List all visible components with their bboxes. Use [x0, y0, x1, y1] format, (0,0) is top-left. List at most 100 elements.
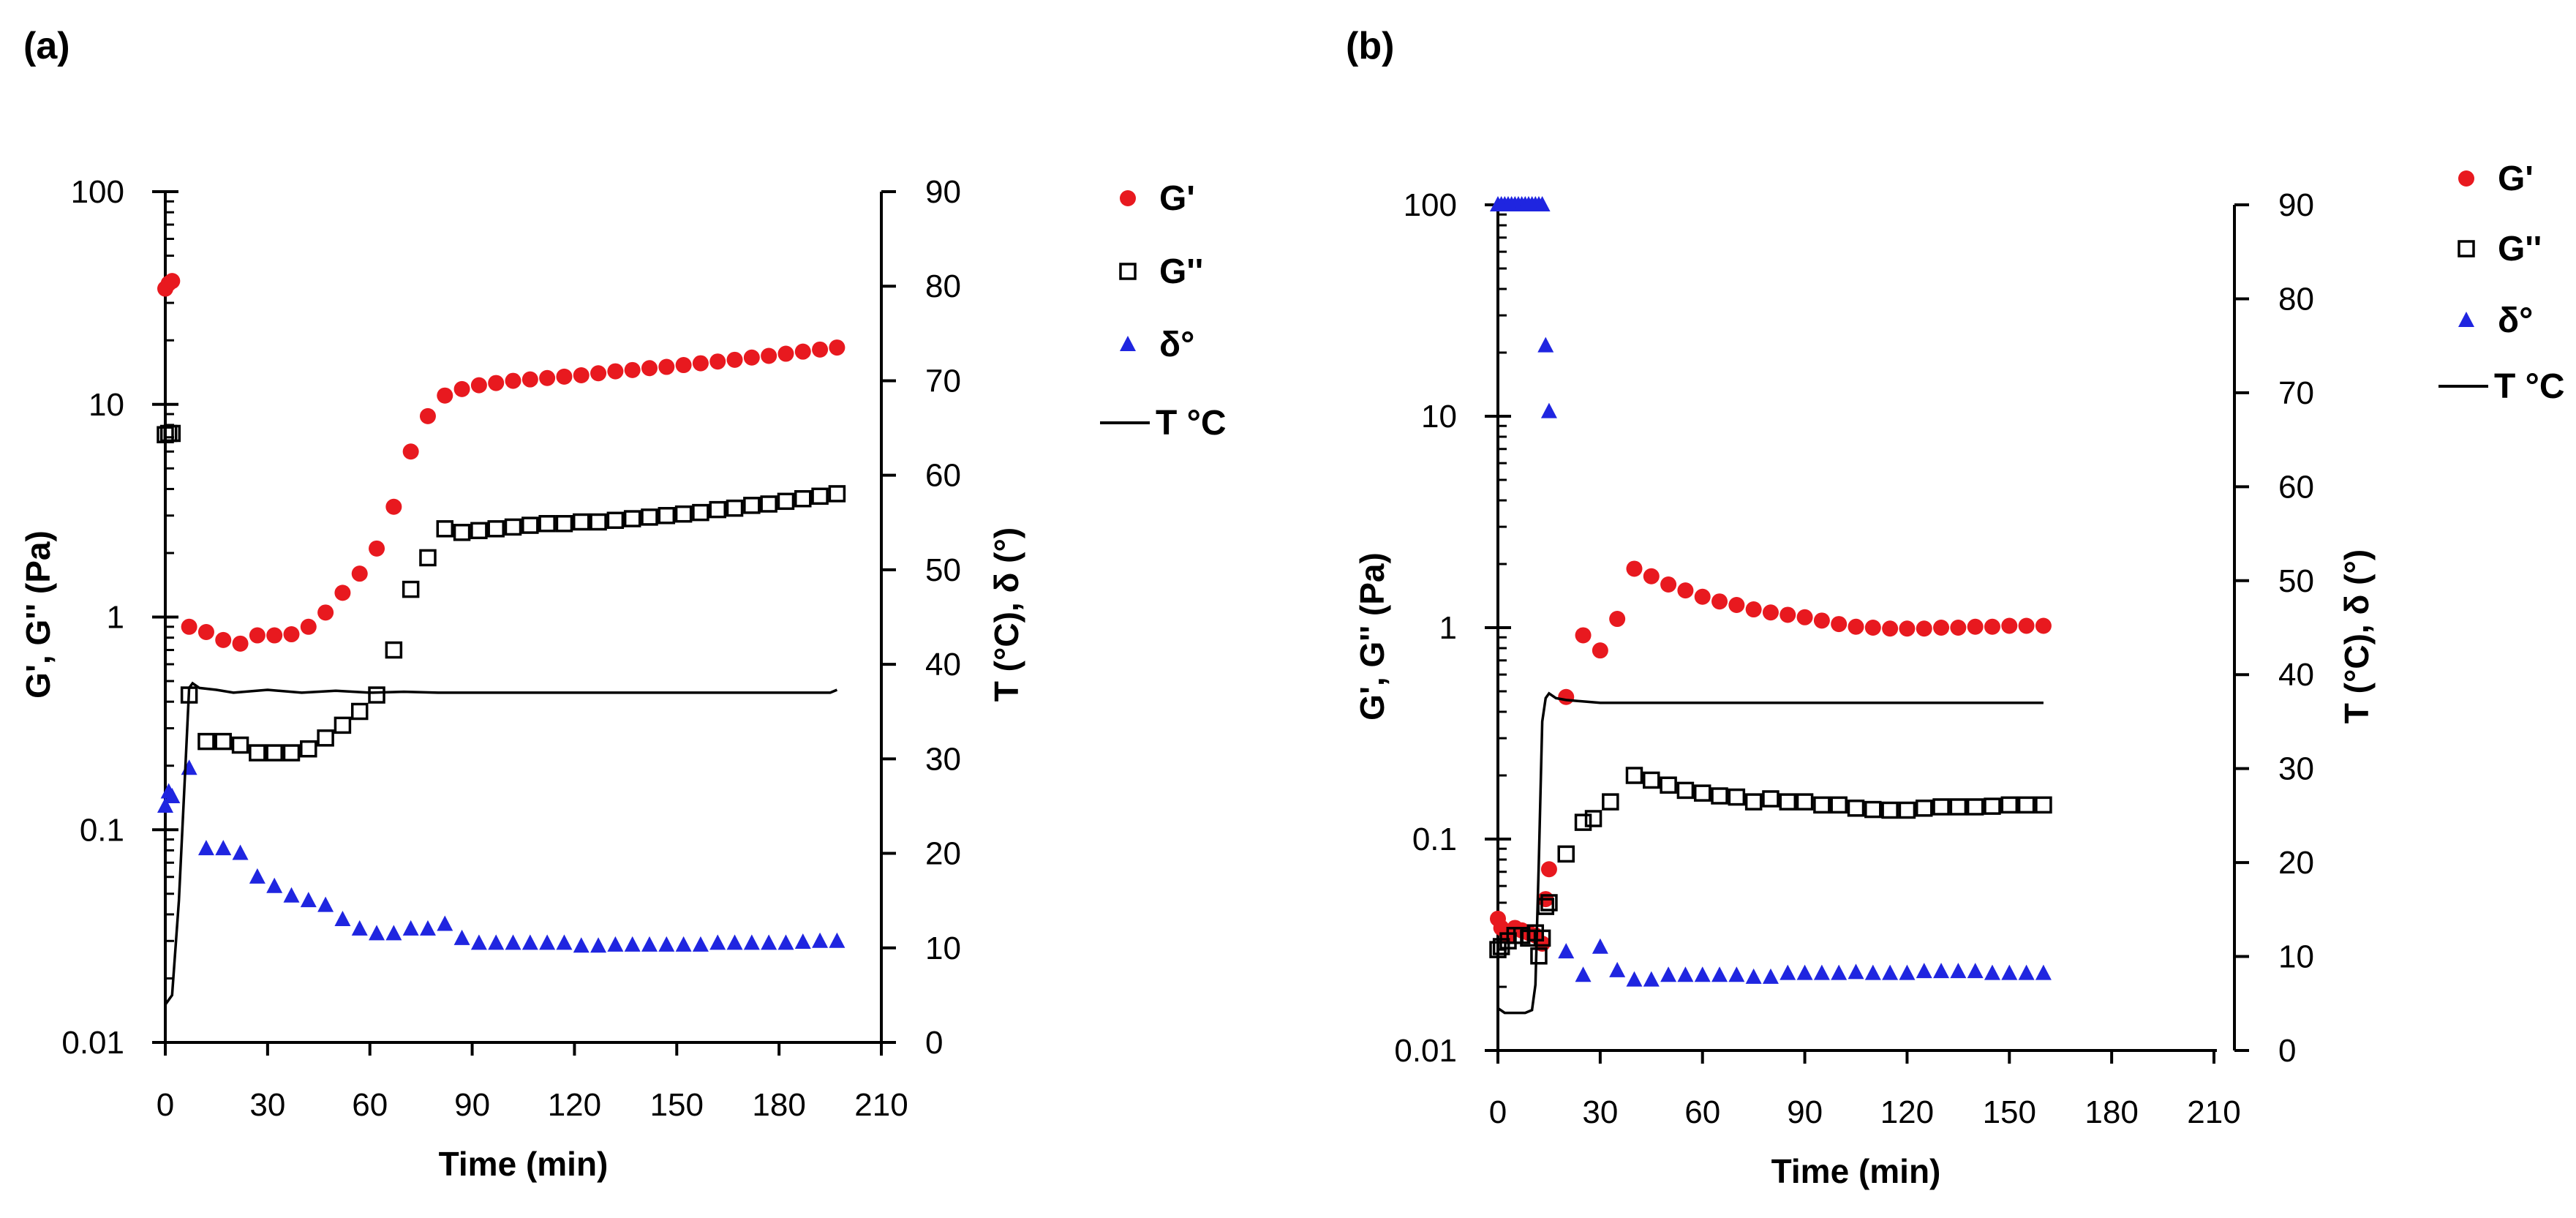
legend-marker — [2458, 170, 2474, 187]
g-double-prime-point — [385, 641, 403, 659]
g-prime-point — [1831, 616, 1848, 633]
g-prime-point — [1745, 601, 1762, 618]
g-prime-point — [692, 355, 709, 372]
delta-point — [1534, 196, 1551, 211]
y-right-axis-title: T (°C), δ (°) — [2338, 549, 2376, 723]
g-double-prime-point — [777, 492, 795, 511]
g-prime-point — [1558, 688, 1575, 705]
delta-point — [1882, 964, 1899, 980]
g-prime-point — [709, 353, 726, 370]
y-left-tick-label: 0.01 — [1394, 1033, 1457, 1069]
g-double-prime-point — [658, 507, 676, 525]
g-double-prime-point — [334, 716, 352, 734]
g-prime-point — [539, 369, 556, 386]
g-prime-point — [607, 363, 624, 380]
g-prime-point — [794, 343, 811, 360]
y-left-tick-label: 10 — [1421, 399, 1457, 435]
y-right-tick-label: 50 — [2278, 563, 2314, 599]
g-prime-point — [590, 365, 607, 382]
g-double-prime-point — [1966, 798, 1984, 816]
legend-label: T °C — [2494, 367, 2565, 406]
g-prime-point — [317, 604, 334, 621]
g-prime-point — [488, 375, 505, 391]
delta-point — [334, 911, 351, 927]
g-prime-point — [573, 366, 590, 383]
y-right-tick-label: 50 — [925, 552, 961, 588]
delta-point — [1728, 966, 1745, 982]
panel-label: (b) — [1346, 25, 1394, 67]
legend-label: δ° — [2498, 301, 2533, 340]
legend-marker — [2458, 240, 2475, 257]
delta-point — [283, 887, 300, 903]
g-prime-point — [1984, 618, 2000, 635]
g-prime-point — [1626, 560, 1643, 577]
g-double-prime-point — [794, 490, 812, 508]
delta-point — [437, 915, 453, 931]
g-double-prime-point — [249, 744, 266, 762]
delta-point — [1796, 964, 1813, 980]
y-right-tick-label: 90 — [2278, 187, 2314, 223]
g-double-prime-point — [726, 499, 744, 517]
delta-point — [1537, 337, 1554, 353]
g-prime-point — [1660, 576, 1677, 593]
g-double-prime-point — [282, 744, 301, 762]
delta-point — [402, 920, 419, 936]
g-double-prime-point — [1533, 929, 1551, 947]
g-prime-point — [181, 618, 197, 635]
delta-point — [317, 896, 334, 912]
g-prime-point — [726, 351, 743, 368]
x-tick-label: 180 — [752, 1087, 805, 1123]
delta-point — [812, 932, 829, 948]
legend-label: G'' — [2498, 230, 2542, 268]
g-prime-point — [1899, 620, 1916, 637]
delta-point — [743, 934, 760, 950]
x-axis-title: Time (min) — [439, 1145, 609, 1183]
y-right-tick-label: 0 — [2278, 1033, 2296, 1069]
g-prime-point — [1848, 618, 1864, 635]
delta-point — [1592, 938, 1608, 954]
delta-point — [829, 932, 846, 948]
g-prime-point — [1933, 620, 1950, 636]
y-left-tick-label: 100 — [1404, 187, 1457, 223]
y-right-tick-label: 80 — [2278, 281, 2314, 317]
g-double-prime-point — [2017, 796, 2035, 814]
delta-point — [1967, 963, 1984, 979]
g-prime-point — [249, 627, 265, 644]
x-tick-label: 30 — [249, 1087, 285, 1123]
y-right-tick-label: 30 — [2278, 751, 2314, 787]
g-double-prime-point — [436, 520, 454, 538]
delta-point — [1643, 971, 1660, 987]
delta-point — [658, 936, 675, 952]
g-prime-point — [437, 387, 453, 404]
g-prime-point — [1950, 620, 1967, 636]
y-right-tick-label: 60 — [2278, 469, 2314, 505]
delta-point — [1711, 966, 1728, 982]
g-double-prime-point — [1847, 800, 1865, 817]
delta-point — [1660, 966, 1677, 982]
g-prime-point — [743, 349, 760, 366]
g-double-prime-point — [743, 497, 761, 514]
g-double-prime-point — [1557, 845, 1575, 863]
g-double-prime-point — [709, 500, 726, 519]
g-double-prime-point — [1762, 790, 1780, 808]
y-right-tick-label: 20 — [925, 836, 961, 872]
y-left-tick-label: 0.1 — [1412, 822, 1457, 857]
g-prime-point — [624, 361, 641, 378]
g-prime-point — [1796, 609, 1813, 625]
g-prime-point — [369, 540, 385, 557]
x-tick-label: 180 — [2084, 1094, 2138, 1130]
g-double-prime-point — [402, 580, 420, 598]
delta-point — [641, 936, 658, 952]
g-prime-point — [470, 377, 487, 394]
g-prime-point — [812, 341, 829, 358]
delta-point — [1575, 966, 1592, 982]
g-double-prime-point — [1898, 801, 1916, 819]
x-axis-title: Time (min) — [1771, 1152, 1941, 1190]
y-right-tick-label: 90 — [925, 174, 961, 210]
x-tick-label: 30 — [1582, 1094, 1618, 1130]
delta-point — [1780, 964, 1796, 980]
delta-point — [726, 934, 743, 950]
x-tick-label: 210 — [2187, 1094, 2240, 1130]
series--2 — [157, 759, 846, 953]
g-prime-point — [402, 443, 419, 460]
